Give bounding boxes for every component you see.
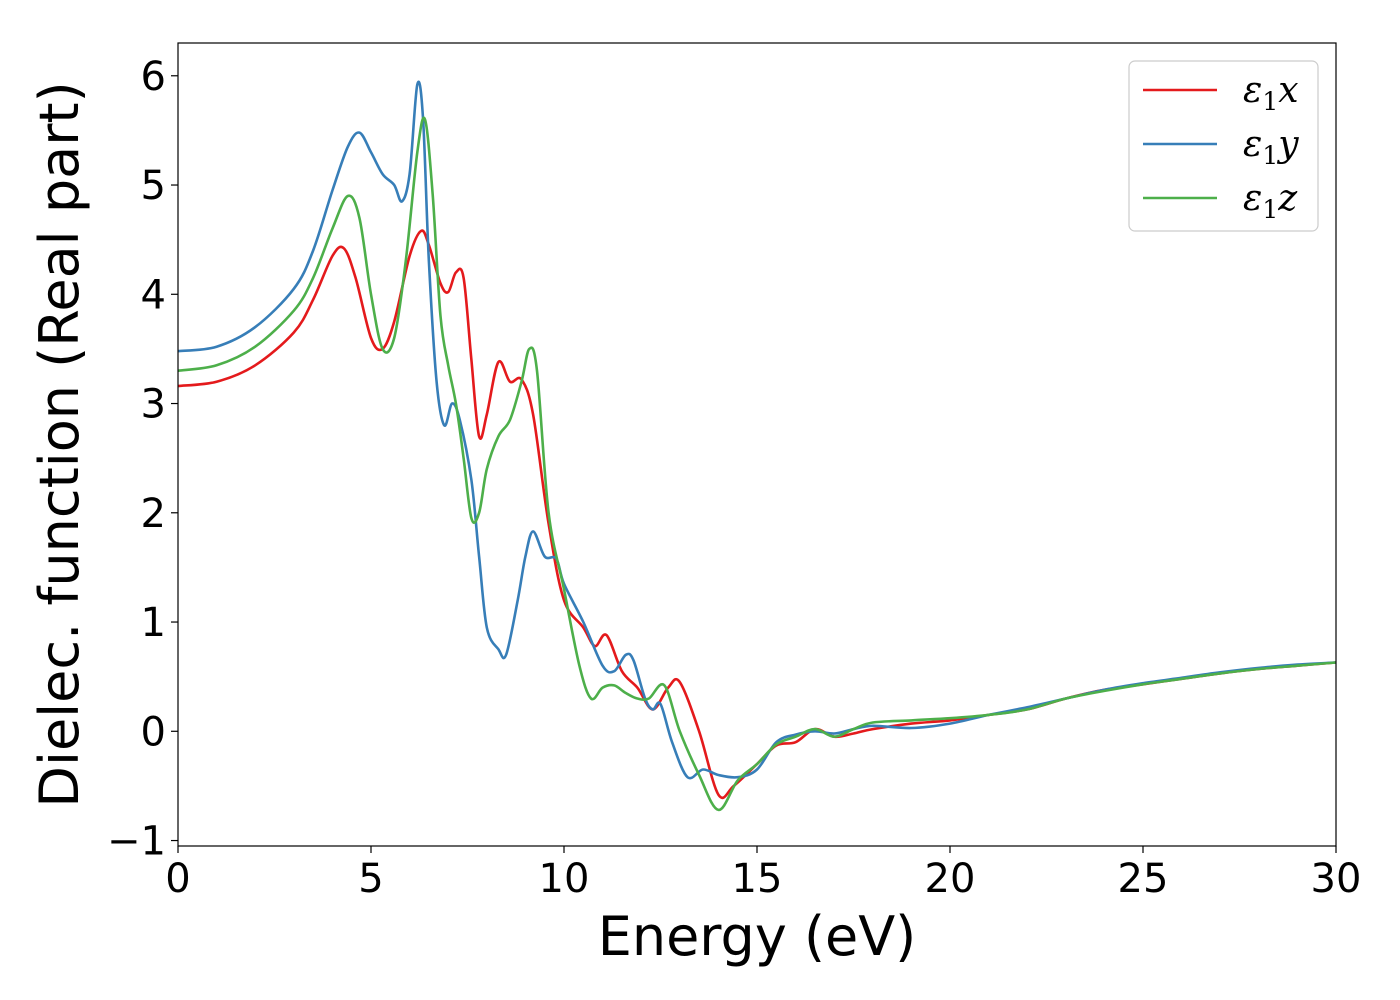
y-tick-label: 3 [141, 382, 166, 428]
x-tick-label: 20 [925, 856, 976, 902]
y-tick-label: 5 [141, 163, 166, 209]
y-axis: −1 0 1 2 3 4 5 6 [107, 54, 178, 865]
y-tick-label: 6 [141, 54, 166, 100]
x-tick-label: 25 [1118, 856, 1169, 902]
legend: ε1x ε1y ε1z [1128, 60, 1319, 232]
series-line-z [178, 116, 1336, 812]
legend-label-y: ε1y [1243, 124, 1299, 170]
series-line-y [178, 80, 1336, 780]
y-tick-label: −1 [107, 819, 166, 865]
legend-label-z: ε1z [1243, 178, 1298, 224]
series-layer [178, 80, 1336, 812]
x-tick-label: 5 [358, 856, 383, 902]
x-tick-label: 10 [539, 856, 590, 902]
legend-label-x: ε1x [1243, 70, 1299, 116]
x-axis-title: Energy (eV) [598, 905, 917, 968]
x-tick-label: 0 [165, 856, 190, 902]
legend-box [1128, 60, 1319, 232]
x-axis: 0 5 10 15 20 25 30 [165, 846, 1361, 902]
y-tick-label: 2 [141, 491, 166, 537]
y-axis-title: Dielec. function (Real part) [28, 81, 91, 807]
y-tick-label: 4 [141, 272, 166, 318]
x-tick-label: 30 [1311, 856, 1362, 902]
x-tick-label: 15 [732, 856, 783, 902]
y-tick-label: 0 [141, 709, 166, 755]
y-tick-label: 1 [141, 600, 166, 646]
